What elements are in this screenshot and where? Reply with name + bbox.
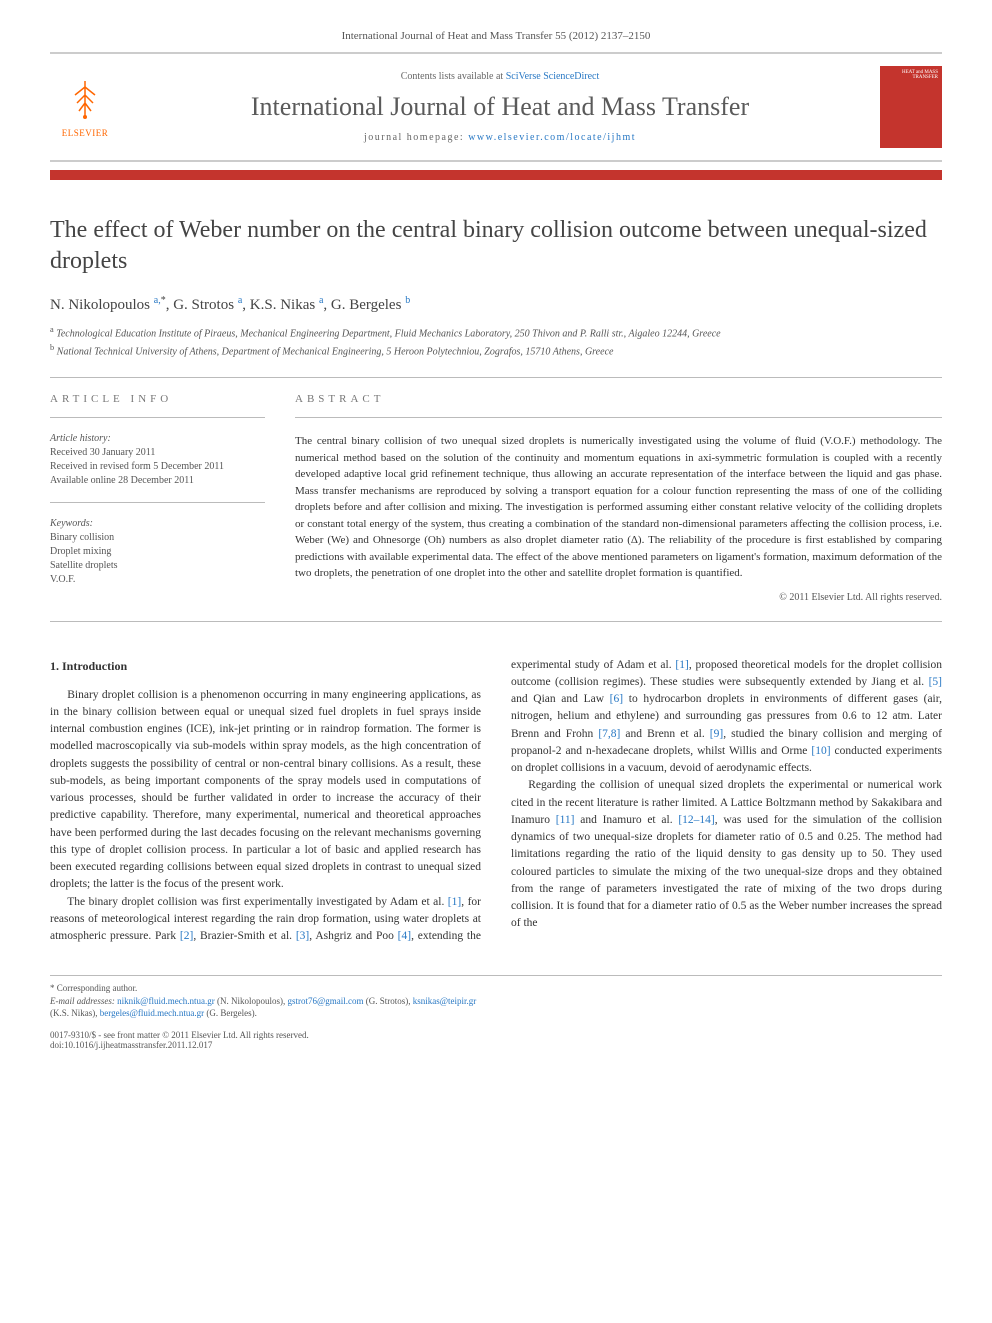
affiliation-link[interactable]: a,: [154, 295, 161, 306]
header-center: Contents lists available at SciVerse Sci…: [120, 71, 880, 143]
publisher-logo: ELSEVIER: [50, 67, 120, 147]
info-abstract-row: ARTICLE INFO Article history: Received 3…: [50, 393, 942, 603]
issn-line: 0017-9310/$ - see front matter © 2011 El…: [50, 1030, 309, 1040]
affiliation-line: a Technological Education Institute of P…: [50, 324, 942, 341]
keyword: Binary collision: [50, 531, 265, 545]
cover-label: HEAT and MASS TRANSFER: [884, 70, 938, 80]
article-title: The effect of Weber number on the centra…: [50, 215, 942, 277]
citation-link[interactable]: [11]: [556, 814, 575, 826]
homepage-line: journal homepage: www.elsevier.com/locat…: [120, 132, 880, 143]
section-heading: 1. Introduction: [50, 657, 481, 675]
keyword: Droplet mixing: [50, 545, 265, 559]
citation-link[interactable]: [9]: [710, 728, 723, 740]
homepage-link[interactable]: www.elsevier.com/locate/ijhmt: [468, 132, 636, 143]
contents-prefix: Contents lists available at: [401, 71, 506, 82]
journal-header: ELSEVIER Contents lists available at Sci…: [50, 52, 942, 162]
footnotes: * Corresponding author. E-mail addresses…: [50, 975, 942, 1020]
abstract-heading: ABSTRACT: [295, 393, 942, 405]
citation-link[interactable]: [10]: [811, 745, 830, 757]
publisher-name: ELSEVIER: [62, 128, 109, 138]
citation-link[interactable]: [12–14]: [678, 814, 714, 826]
contents-line: Contents lists available at SciVerse Sci…: [120, 71, 880, 82]
affiliation-link[interactable]: a: [319, 295, 323, 306]
email-link[interactable]: ksnikas@teipir.gr: [413, 996, 477, 1006]
abstract-text: The central binary collision of two uneq…: [295, 433, 942, 582]
doi-line: doi:10.1016/j.ijheatmasstransfer.2011.12…: [50, 1040, 309, 1050]
citation-link[interactable]: [3]: [296, 930, 309, 942]
divider: [295, 417, 942, 418]
journal-name: International Journal of Heat and Mass T…: [120, 92, 880, 122]
email-link[interactable]: gstrot76@gmail.com: [287, 996, 363, 1006]
history-line: Received 30 January 2011: [50, 446, 265, 460]
journal-cover-thumbnail: HEAT and MASS TRANSFER: [880, 66, 942, 148]
body-text: 1. Introduction Binary droplet collision…: [50, 657, 942, 946]
keyword: Satellite droplets: [50, 559, 265, 573]
body-paragraph: Regarding the collision of unequal sized…: [511, 777, 942, 932]
homepage-prefix: journal homepage:: [364, 132, 468, 143]
author: G. Bergeles b: [331, 297, 410, 313]
divider: [50, 417, 265, 418]
abstract-column: ABSTRACT The central binary collision of…: [295, 393, 942, 603]
history-label: Article history:: [50, 433, 265, 444]
keywords-block: Binary collisionDroplet mixingSatellite …: [50, 531, 265, 587]
history-line: Available online 28 December 2011: [50, 474, 265, 488]
citation-link[interactable]: [5]: [929, 676, 942, 688]
affiliation-line: b National Technical University of Athen…: [50, 342, 942, 359]
divider: [50, 377, 942, 378]
author: N. Nikolopoulos a,*: [50, 297, 166, 313]
corresponding-author-note: * Corresponding author.: [50, 982, 481, 995]
affiliation-link[interactable]: b: [405, 295, 410, 306]
citation-link[interactable]: [1]: [675, 659, 688, 671]
bottom-left: 0017-9310/$ - see front matter © 2011 El…: [50, 1030, 309, 1050]
keyword: V.O.F.: [50, 573, 265, 587]
affiliations: a Technological Education Institute of P…: [50, 324, 942, 359]
citation-link[interactable]: [7,8]: [598, 728, 620, 740]
email-addresses: E-mail addresses: niknik@fluid.mech.ntua…: [50, 995, 481, 1020]
body-paragraph: Binary droplet collision is a phenomenon…: [50, 687, 481, 894]
author-list: N. Nikolopoulos a,*, G. Strotos a, K.S. …: [50, 295, 942, 314]
divider: [50, 502, 265, 503]
abstract-copyright: © 2011 Elsevier Ltd. All rights reserved…: [295, 592, 942, 603]
article-info-heading: ARTICLE INFO: [50, 393, 265, 405]
accent-bar: [50, 170, 942, 180]
elsevier-tree-icon: [63, 77, 107, 126]
email-label: E-mail addresses:: [50, 996, 117, 1006]
author: G. Strotos a: [173, 297, 242, 313]
bottom-meta: 0017-9310/$ - see front matter © 2011 El…: [50, 1030, 942, 1050]
citation-link[interactable]: [2]: [180, 930, 193, 942]
journal-reference: International Journal of Heat and Mass T…: [50, 30, 942, 42]
citation-link[interactable]: [6]: [610, 693, 623, 705]
sciencedirect-link[interactable]: SciVerse ScienceDirect: [506, 71, 600, 82]
author: K.S. Nikas a: [250, 297, 324, 313]
history-block: Received 30 January 2011Received in revi…: [50, 446, 265, 488]
citation-link[interactable]: [4]: [398, 930, 411, 942]
article-info-column: ARTICLE INFO Article history: Received 3…: [50, 393, 265, 603]
history-line: Received in revised form 5 December 2011: [50, 460, 265, 474]
email-link[interactable]: bergeles@fluid.mech.ntua.gr: [100, 1008, 204, 1018]
affiliation-link[interactable]: a: [238, 295, 242, 306]
citation-link[interactable]: [1]: [448, 896, 461, 908]
divider: [50, 621, 942, 622]
keywords-label: Keywords:: [50, 518, 265, 529]
email-link[interactable]: niknik@fluid.mech.ntua.gr: [117, 996, 215, 1006]
